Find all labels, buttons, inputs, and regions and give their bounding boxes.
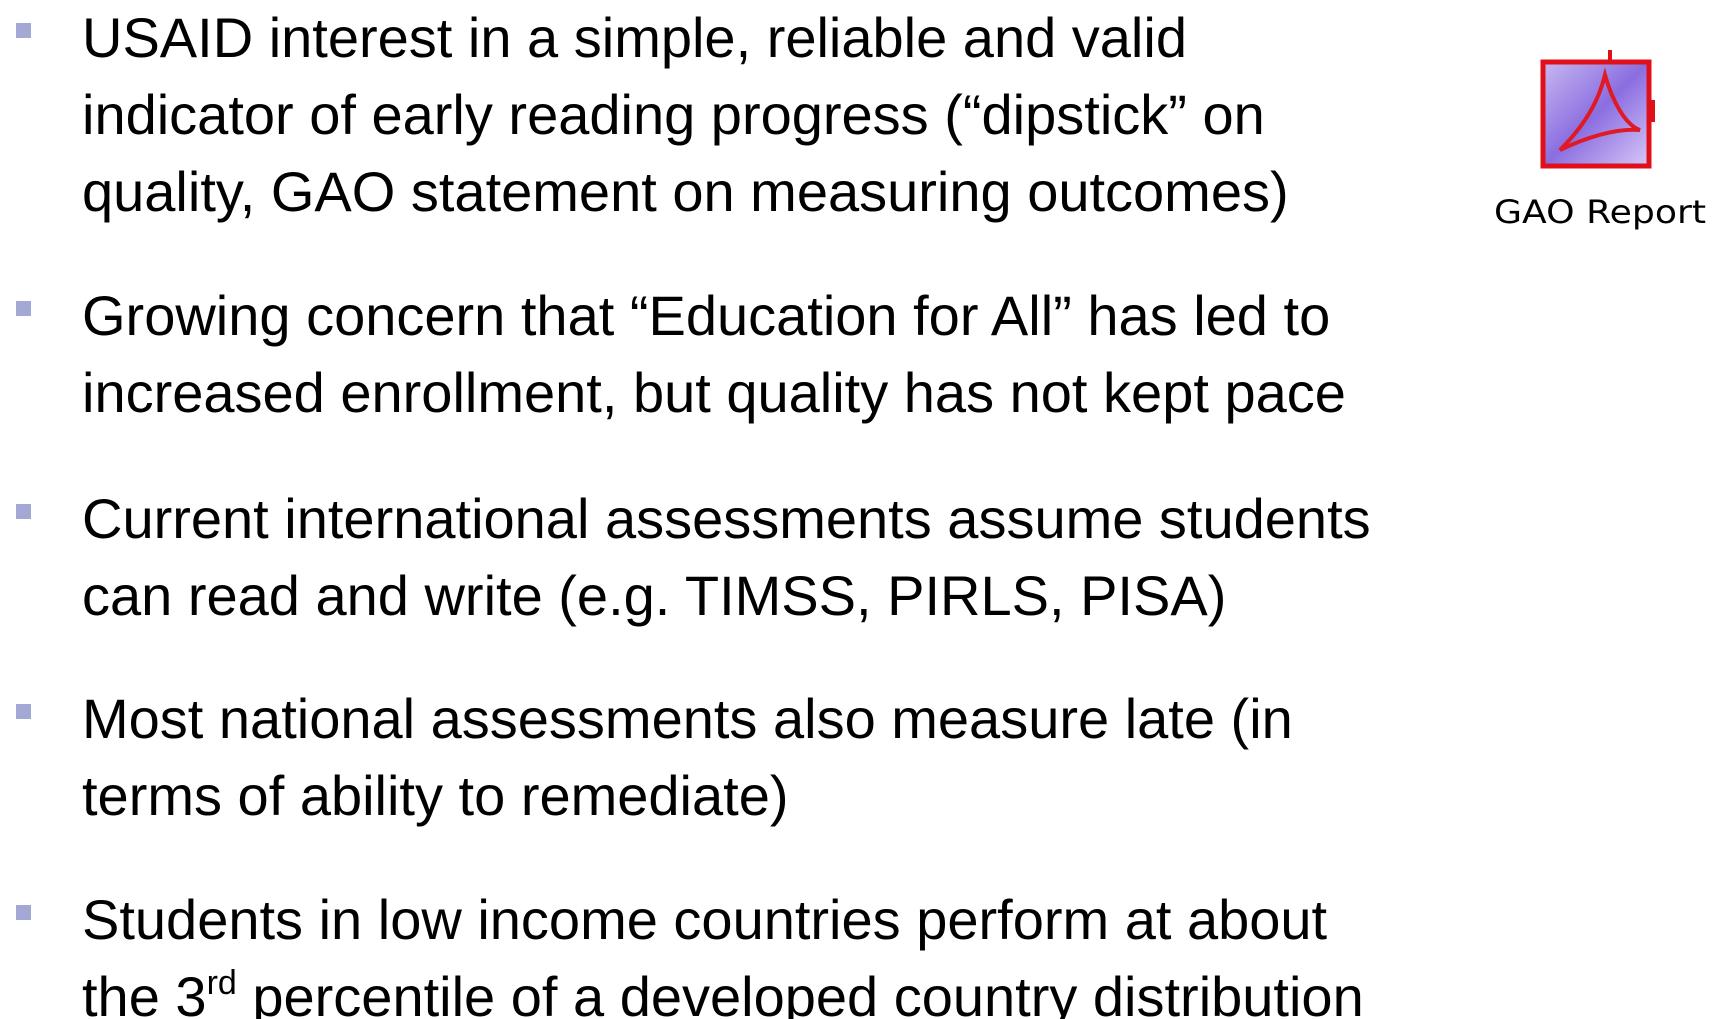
bullet-marker xyxy=(16,905,31,920)
bullet-line: indicator of early reading progress (“di… xyxy=(82,83,1265,146)
bullet-line: terms of ability to remediate) xyxy=(82,764,788,827)
bullet-line: Growing concern that “Education for All”… xyxy=(82,284,1330,347)
line-text: the 3 xyxy=(82,965,207,1019)
bullet-line: USAID interest in a simple, reliable and… xyxy=(82,6,1187,69)
attachment-label: GAO Report xyxy=(1494,193,1706,231)
superscript: rd xyxy=(207,964,237,1002)
bullet-line: Students in low income countries perform… xyxy=(82,888,1328,951)
pdf-tab xyxy=(1608,50,1612,64)
pdf-tab xyxy=(1647,100,1655,122)
pdf-icon[interactable]: GAO Report xyxy=(1494,50,1706,231)
bullet-marker xyxy=(16,23,31,38)
bullet-marker xyxy=(16,504,31,519)
bullet-marker xyxy=(16,704,31,719)
bullet-line: the 3rd percentile of a developed countr… xyxy=(82,964,1364,1019)
bullet-marker xyxy=(16,301,31,316)
bullet-line: Current international assessments assume… xyxy=(82,487,1371,550)
bullet-line: Most national assessments also measure l… xyxy=(82,687,1293,750)
pdf-frame xyxy=(1540,59,1652,169)
acrobat-swirl xyxy=(1558,67,1641,152)
bullet-line: increased enrollment, but quality has no… xyxy=(82,361,1346,424)
bullet-line: can read and write (e.g. TIMSS, PIRLS, P… xyxy=(82,564,1226,627)
bullet-line: quality, GAO statement on measuring outc… xyxy=(82,160,1289,223)
line-text: percentile of a developed country distri… xyxy=(237,965,1364,1019)
